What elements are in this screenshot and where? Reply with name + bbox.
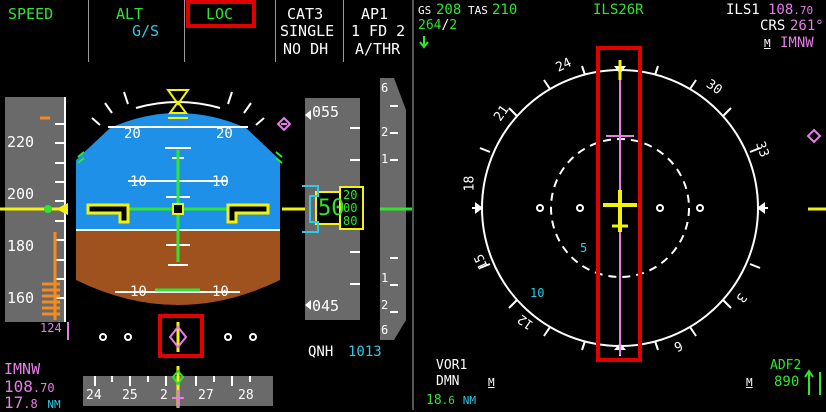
vs-label-2-up: 2 (381, 125, 389, 139)
heading-tick-24: 24 (86, 388, 102, 403)
tas-value: 210 (492, 2, 518, 18)
pitch-label-10-up-right: 10 (212, 174, 229, 190)
fma-loc-mode: LOC (206, 5, 234, 23)
speed-tick-220: 220 (7, 133, 35, 151)
wind-readout: 264/2 (418, 18, 457, 33)
course-line-highlight (596, 46, 642, 362)
wind-direction: 264 (418, 18, 442, 33)
ils-frequency-decimal: .70 (32, 381, 55, 395)
speed-tick-180: 180 (7, 237, 35, 255)
course-value: 261° (790, 18, 824, 34)
pitch-label-10-down-right: 10 (212, 284, 229, 300)
vor1-distance: 18.6 NM (426, 393, 476, 408)
fma-approach-type: SINGLE (280, 22, 335, 40)
fma-approach-cat: CAT3 (287, 5, 324, 23)
ground-speed-label: GS (418, 4, 432, 17)
ils1-label: ILS1 (726, 2, 760, 18)
vor1-label: VOR1 (436, 358, 468, 373)
fma-lateral-column: LOC (184, 0, 276, 62)
qnh-label: QNH (308, 344, 334, 360)
ils-ident-nd: IMNW (780, 35, 814, 51)
adf2-frequency: 890 (774, 374, 800, 390)
altitude-drum-current: 00 (343, 201, 358, 215)
approach-name: ILS26R (593, 2, 644, 18)
ils1-frequency: 108.70 (768, 2, 813, 18)
ils-frequency: 108.70 (4, 377, 55, 396)
speed-trend-value: 124 (40, 321, 62, 335)
navigation-display-rose (472, 60, 768, 356)
compass-label-18: 18 (462, 175, 478, 192)
ils-dme-unit: NM (47, 398, 61, 411)
pitch-label-20-right: 20 (216, 126, 233, 142)
course-label: CRS (760, 18, 786, 34)
vor1-distance-unit: NM (462, 394, 476, 407)
fma-approach-column: CAT3 SINGLE NO DH (275, 0, 344, 62)
qnh-value: 1013 (348, 344, 382, 360)
range-ring-inner-label: 5 (580, 241, 588, 255)
vor1-ident: DMN (436, 374, 460, 389)
speed-tick-160: 160 (7, 289, 35, 307)
vs-label-6-down: 6 (381, 323, 389, 337)
fma-alt-mode: ALT (116, 5, 144, 23)
adf2-marker: M (746, 376, 753, 389)
wind-separator: / (441, 18, 450, 33)
ils-dme-decimal: .8 (23, 397, 38, 411)
ils1-frequency-main: 108 (768, 2, 794, 18)
heading-tick-25: 25 (122, 388, 138, 403)
fma-vertical-column: ALT G/S (88, 0, 185, 62)
ident-marker: M (764, 37, 771, 50)
fma-speed-mode: SPEED (8, 5, 54, 23)
fma-autopilot-column: AP1 1 FD 2 A/THR (343, 0, 411, 62)
vor1-marker: M (488, 376, 495, 389)
fma-decision-height: NO DH (283, 40, 329, 58)
speed-tick-200: 200 (7, 185, 35, 203)
vs-label-2-down: 2 (381, 298, 389, 312)
adf2-label: ADF2 (770, 358, 802, 373)
altitude-label-top: 055 (312, 103, 340, 121)
altitude-drum-upper: 20 (343, 188, 358, 202)
altitude-label-bottom: 045 (312, 297, 340, 315)
ils1-frequency-decimal: .70 (793, 4, 814, 17)
ils-ident: IMNW (4, 360, 41, 378)
ils-frequency-main: 108 (4, 377, 33, 396)
localizer-deviation-highlight (158, 314, 204, 358)
altitude-drum-lower: 80 (343, 214, 358, 228)
wind-speed: 2 (449, 18, 458, 33)
vs-label-6-up: 6 (381, 81, 389, 95)
tas-label: TAS (468, 4, 488, 17)
pitch-label-20-left: 20 (124, 126, 141, 142)
heading-tick-27: 27 (198, 388, 214, 403)
altitude-current-hundreds: 50 (318, 196, 345, 221)
fma-autothrust: A/THR (355, 40, 401, 58)
ils-dme: 17.8 NM (4, 393, 61, 412)
range-ring-outer-label: 10 (530, 286, 545, 300)
fma-autopilot: AP1 (361, 5, 389, 23)
pitch-label-10-down-left: 10 (130, 284, 147, 300)
fma-speed-column: SPEED (0, 0, 89, 62)
flight-mode-annunciator: SPEED ALT G/S LOC CAT3 SINGLE NO DH AP1 … (0, 0, 411, 62)
loc-highlight-box (186, 0, 256, 28)
heading-tick-28: 28 (238, 388, 254, 403)
fma-gs-mode: G/S (132, 22, 160, 40)
pitch-label-10-up-left: 10 (130, 174, 147, 190)
vs-label-1-up: 1 (381, 152, 389, 166)
heading-tick-26: 2 (160, 388, 168, 403)
vs-label-1-down: 1 (381, 271, 389, 285)
ils-dme-main: 17 (4, 393, 24, 412)
ground-speed-value: 208 (436, 2, 462, 18)
vor1-distance-main: 18 (426, 393, 442, 408)
fma-flight-director: 1 FD 2 (351, 22, 406, 40)
vor1-distance-decimal: .6 (441, 394, 455, 407)
